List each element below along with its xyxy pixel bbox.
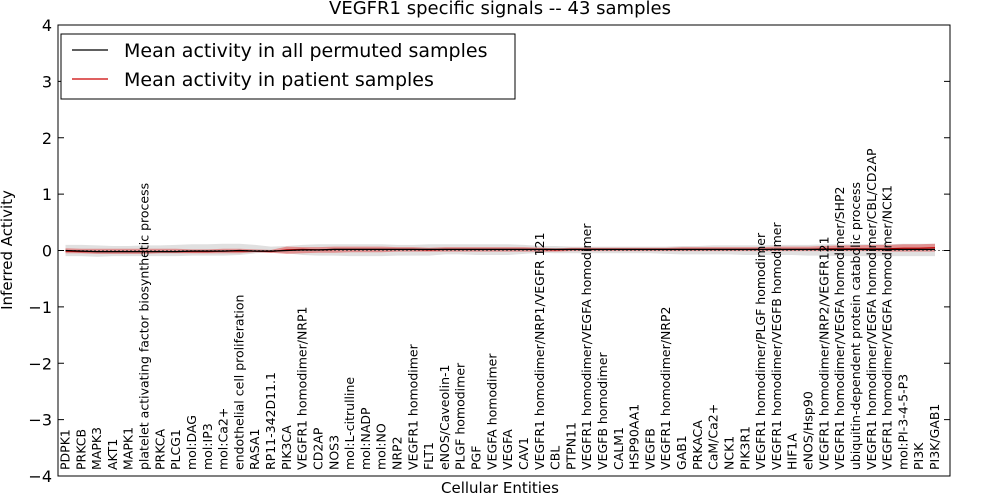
x-tick-label: VEGFA <box>500 429 515 470</box>
x-tick-label: PRKACA <box>690 420 705 470</box>
x-tick-label: VEGFB homodimer <box>595 351 610 470</box>
x-tick-label: VEGFR1 homodimer/VEGFB homodimer <box>769 222 784 470</box>
x-tick-label: PTPN11 <box>563 422 578 470</box>
x-tick-label: CaM/Ca2+ <box>706 404 721 470</box>
y-tick-label: 4 <box>42 16 52 35</box>
x-tick-label: MAPK3 <box>89 427 104 470</box>
x-tick-label: VEGFR1 homodimer/NRP2 <box>658 307 673 470</box>
x-tick-label: RASA1 <box>247 429 262 470</box>
x-tick-label: HSP90AA1 <box>627 404 642 470</box>
x-tick-label: mol:L-citrulline <box>342 377 357 470</box>
y-tick-label: −2 <box>28 354 52 373</box>
x-tick-label: ubiquitin-dependent protein catabolic pr… <box>848 182 863 470</box>
x-tick-label: CD2AP <box>310 427 325 470</box>
x-tick-label: CBL <box>548 446 563 470</box>
x-tick-label: NCK1 <box>721 436 736 470</box>
x-tick-label: PRKCA <box>152 429 167 470</box>
x-tick-label: eNOS/Caveolin-1 <box>437 365 452 470</box>
legend: Mean activity in all permuted samples Me… <box>60 33 516 100</box>
x-tick-label: CALM1 <box>611 427 626 470</box>
x-tick-label: PIK3CA <box>279 425 294 470</box>
x-tick-label: VEGFR1 homodimer/VEGFA homodimer/SHP2 <box>832 186 847 470</box>
y-tick-label: 1 <box>42 185 52 204</box>
x-tick-label: VEGFR1 homodimer/VEGFA homodimer <box>579 223 594 470</box>
x-tick-label: eNOS/Hsp90 <box>801 391 816 470</box>
x-tick-label: VEGFR1 homodimer/NRP1 <box>295 307 310 470</box>
x-tick-label: FLT1 <box>421 442 436 470</box>
x-axis: PDPK1 PRKCB MAPK3 AKT1 MAPK1 platelet activat… <box>58 148 943 470</box>
y-axis: 4 3 2 1 0 −1 −2 −3 −4 <box>28 16 950 486</box>
legend-label-permuted: Mean activity in all permuted samples <box>124 40 487 62</box>
x-tick-label: MAPK1 <box>121 427 136 470</box>
x-tick-label: VEGFR1 homodimer/PLGF homodimer <box>753 232 768 470</box>
x-tick-label: GAB1 <box>674 435 689 470</box>
x-tick-label: mol:NADP <box>358 407 373 470</box>
x-tick-label: VEGFR1 homodimer/NRP2/VEGFR121 <box>816 236 831 470</box>
band-permuted <box>65 243 935 257</box>
y-tick-label: 2 <box>42 129 52 148</box>
x-tick-label: endothelial cell proliferation <box>231 295 246 470</box>
y-axis-title: Inferred Activity <box>0 190 16 310</box>
x-tick-label: VEGFB <box>642 428 657 470</box>
x-tick-label: mol:IP3 <box>200 423 215 470</box>
series-lines <box>58 247 950 253</box>
x-tick-label: NOS3 <box>326 435 341 470</box>
x-tick-label: PLCG1 <box>168 429 183 470</box>
x-tick-label: VEGFR1 homodimer/NRP1/VEGFR 121 <box>532 232 547 470</box>
x-tick-label: HIF1A <box>785 433 800 470</box>
x-tick-label: PDPK1 <box>58 429 73 470</box>
x-tick-label: VEGFR1 homodimer/VEGFA homodimer/CBL/CD2… <box>864 148 879 470</box>
y-tick-label: −3 <box>28 411 52 430</box>
x-tick-label: VEGFR1 homodimer/VEGFA homodimer/NCK1 <box>880 185 895 470</box>
x-tick-label: CAV1 <box>516 437 531 470</box>
x-tick-label: mol:NO <box>374 423 389 470</box>
x-tick-label: mol:PI-3-4-5-P3 <box>895 374 910 470</box>
x-tick-label: RP11-342D11.1 <box>263 372 278 470</box>
x-tick-label: PLGF homodimer <box>453 362 468 470</box>
y-tick-label: 0 <box>42 242 52 261</box>
x-axis-title: Cellular Entities <box>441 479 559 497</box>
x-tick-label: platelet activating factor biosynthetic … <box>137 183 152 470</box>
x-tick-label: AKT1 <box>105 439 120 470</box>
x-tick-label: mol:DAG <box>184 415 199 470</box>
chart-title: VEGFR1 specific signals -- 43 samples <box>329 0 671 19</box>
legend-box <box>60 33 516 100</box>
x-tick-label: PI3K <box>911 442 926 470</box>
x-tick-label: PIK3R1 <box>737 426 752 470</box>
y-tick-label: 3 <box>42 72 52 91</box>
x-tick-label: PRKCB <box>73 429 88 470</box>
x-tick-label: PGF <box>469 446 484 470</box>
legend-label-patient: Mean activity in patient samples <box>124 69 434 91</box>
y-tick-label: −4 <box>28 467 52 486</box>
x-tick-label: NRP2 <box>389 436 404 470</box>
y-tick-label: −1 <box>28 298 52 317</box>
x-tick-label: PI3K/GAB1 <box>927 404 942 470</box>
x-tick-label: mol:Ca2+ <box>216 408 231 470</box>
x-tick-label: VEGFA homodimer <box>484 353 499 470</box>
x-tick-label: VEGFR1 homodimer <box>405 343 420 470</box>
series-line-permuted <box>65 248 935 253</box>
